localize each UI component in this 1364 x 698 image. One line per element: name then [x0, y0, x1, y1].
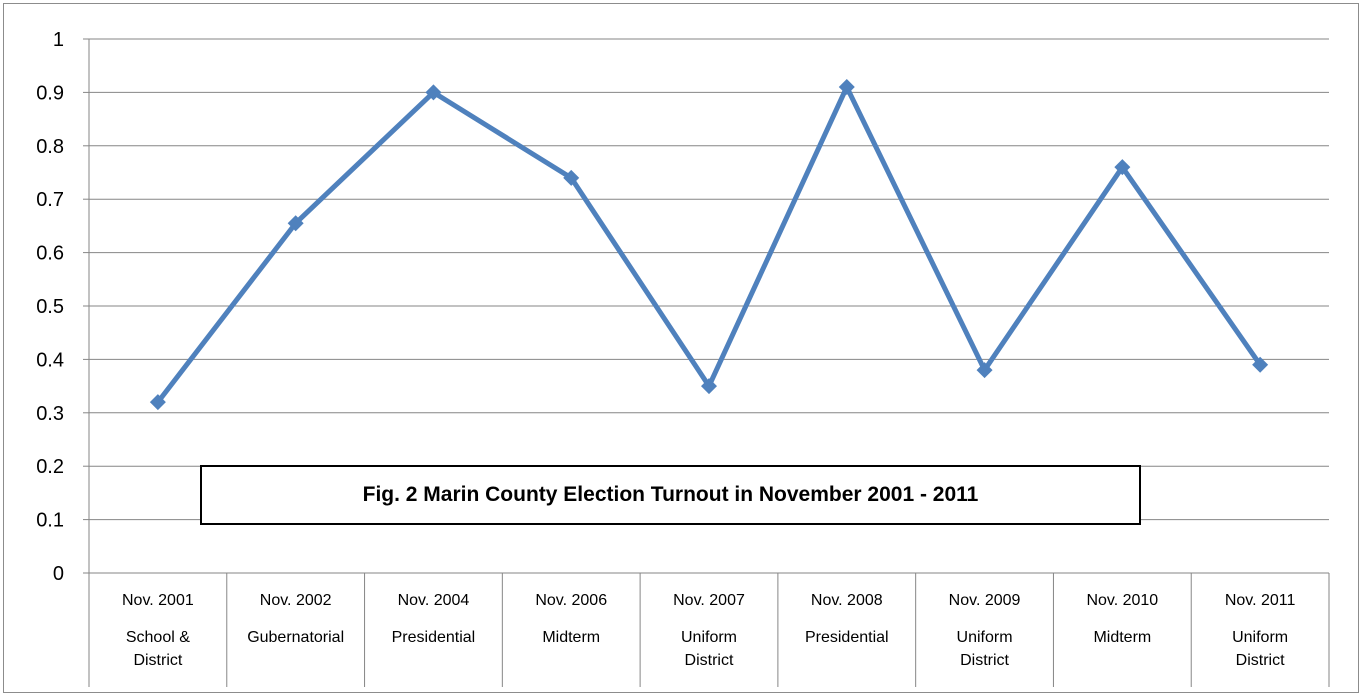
- data-point-marker: [701, 378, 717, 395]
- x-category-date-label: Nov. 2001: [122, 592, 194, 609]
- chart-title: Fig. 2 Marin County Election Turnout in …: [200, 465, 1141, 525]
- gridlines: [89, 38, 1329, 521]
- x-category-type-label: School &: [126, 629, 190, 646]
- data-point-marker: [425, 84, 442, 101]
- x-category-type-label: District: [685, 652, 734, 669]
- x-category-type-label: District: [960, 652, 1009, 669]
- x-category-date-label: Nov. 2004: [398, 592, 470, 609]
- y-tick-label: 0.5: [36, 296, 64, 318]
- x-category-type-label: Presidential: [805, 629, 889, 646]
- x-category-type-label: Uniform: [681, 629, 737, 646]
- chart-frame: 0 0.1 0.2 0.3 0.4 0.5 0.6 0.7 0.8 0.9 1 Nov. 2001 S…: [3, 3, 1359, 693]
- data-point-marker: [1114, 159, 1131, 176]
- x-category-type-label: District: [133, 652, 182, 669]
- y-tick-label: 0.2: [36, 456, 64, 478]
- data-point-marker: [1252, 356, 1269, 373]
- y-tick-label: 0.4: [36, 349, 64, 371]
- y-tick-label: 0.9: [36, 82, 64, 104]
- x-category-date-label: Nov. 2007: [673, 592, 745, 609]
- x-category-type-label: Gubernatorial: [247, 629, 344, 646]
- x-category-type-label: Uniform: [1232, 629, 1288, 646]
- data-point-marker: [976, 362, 993, 379]
- x-category-date-label: Nov. 2010: [1086, 592, 1158, 609]
- series-line: [155, 84, 1263, 405]
- x-category-type-label: Midterm: [1093, 629, 1151, 646]
- data-point-marker: [287, 215, 304, 232]
- y-tick-label: 0.7: [36, 189, 64, 211]
- y-tick-label: 0.3: [36, 403, 64, 425]
- x-category-type-label: Uniform: [957, 629, 1013, 646]
- y-tick-label: 0.6: [36, 243, 64, 265]
- y-tick-label: 1: [53, 29, 64, 51]
- x-category-type-label: Midterm: [542, 629, 600, 646]
- y-tick-label: 0.8: [36, 136, 64, 158]
- data-point-marker: [563, 169, 580, 186]
- series-turnout: [149, 79, 1269, 411]
- y-tick-label: 0: [53, 563, 64, 585]
- x-category-date-label: Nov. 2006: [535, 592, 607, 609]
- x-tick-labels: Nov. 2001 School & District Nov. 2002 Gubern…: [122, 592, 1295, 669]
- y-tick-labels: 0 0.1 0.2 0.3 0.4 0.5 0.6 0.7 0.8 0.9 1: [36, 29, 64, 585]
- x-category-type-label: District: [1236, 652, 1285, 669]
- axes: [83, 38, 1330, 687]
- y-tick-label: 0.1: [36, 510, 64, 532]
- x-category-type-label: Presidential: [392, 629, 476, 646]
- x-category-date-label: Nov. 2009: [949, 592, 1021, 609]
- line-chart: 0 0.1 0.2 0.3 0.4 0.5 0.6 0.7 0.8 0.9 1 Nov. 2001 S…: [36, 29, 1330, 687]
- x-category-date-label: Nov. 2008: [811, 592, 883, 609]
- data-point-marker: [149, 394, 166, 411]
- data-point-marker: [838, 79, 855, 96]
- x-category-date-label: Nov. 2011: [1225, 592, 1296, 609]
- x-category-date-label: Nov. 2002: [260, 592, 332, 609]
